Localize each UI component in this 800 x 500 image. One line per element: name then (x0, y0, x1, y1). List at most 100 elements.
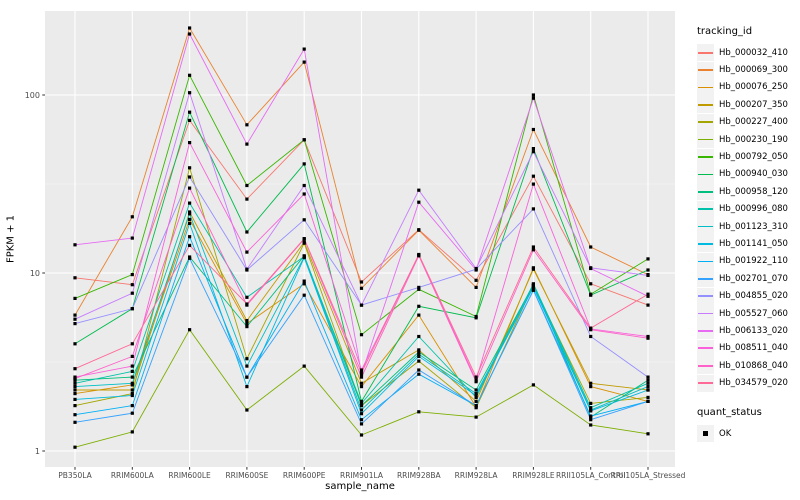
legend-key-swatch (697, 131, 714, 149)
data-point-marker (589, 326, 593, 330)
data-point-marker (589, 409, 593, 413)
x-tick-label: RRIM600SE (225, 471, 268, 480)
data-point-marker (188, 32, 192, 36)
data-point-marker (73, 367, 77, 371)
data-point-marker (359, 368, 364, 372)
data-point-marker (589, 414, 593, 418)
legend-item: Hb_001141_050 (697, 235, 788, 253)
legend-item: Hb_000996_080 (697, 200, 788, 218)
data-point-marker (417, 368, 421, 372)
panel-background (45, 11, 675, 467)
legend-key-swatch (697, 183, 714, 201)
data-point-marker (245, 142, 249, 146)
data-point-marker (245, 197, 249, 201)
legend-key-line-icon (698, 86, 713, 89)
data-point-marker (188, 186, 192, 190)
data-point-marker (531, 284, 535, 288)
legend-item-label: OK (719, 428, 732, 439)
legend-item-label: Hb_008511_040 (719, 343, 788, 354)
data-point-marker (531, 207, 535, 211)
data-point-marker (73, 377, 77, 381)
data-point-marker (245, 302, 249, 306)
data-point-marker (531, 150, 535, 154)
legend-item: Hb_010868_040 (697, 357, 788, 375)
x-tick-label: PB350LA (58, 471, 92, 480)
legend-item: Hb_001922_110 (697, 252, 788, 270)
data-point-marker (130, 364, 134, 368)
legend-item-label: Hb_002701_070 (719, 273, 788, 284)
data-point-marker (531, 174, 535, 178)
data-point-marker (73, 381, 77, 385)
data-point-marker (302, 279, 306, 283)
data-point-marker (245, 267, 249, 271)
x-tick-label: RRIM928LA (455, 471, 499, 480)
legend-key-line-icon (698, 277, 713, 280)
data-point-marker (130, 375, 134, 379)
legend-item-label: Hb_034579_020 (719, 378, 788, 389)
legend-key-swatch (697, 357, 714, 375)
legend-key-line-icon (698, 190, 713, 193)
x-tick-label: RRIM928LE (512, 471, 555, 480)
legend-key-line-icon (698, 156, 713, 158)
data-point-marker (302, 192, 306, 196)
data-point-marker (302, 256, 306, 260)
data-point-marker (130, 411, 134, 415)
legend-item: Hb_000958_120 (697, 183, 788, 201)
data-point-marker (73, 385, 77, 389)
data-point-marker (359, 412, 364, 416)
data-point-marker (188, 91, 192, 95)
data-point-marker (73, 296, 77, 300)
data-point-marker (130, 283, 134, 287)
data-point-marker (130, 430, 134, 434)
data-point-marker (188, 118, 192, 122)
data-point-marker (359, 371, 364, 375)
data-point-marker (359, 385, 364, 389)
legend-item-label: Hb_000076_250 (719, 82, 788, 93)
data-point-marker (245, 375, 249, 379)
data-point-marker (589, 293, 593, 297)
data-point-marker (359, 333, 364, 337)
data-point-marker (646, 334, 650, 339)
data-point-marker (474, 316, 478, 320)
data-point-marker (130, 307, 134, 311)
data-point-marker (359, 418, 364, 422)
legend-item: Hb_006133_020 (697, 322, 788, 340)
y-tick-label: 10 (30, 269, 40, 278)
legend-key-swatch (697, 374, 714, 392)
legend-key-swatch (697, 305, 714, 323)
data-point-marker (188, 73, 192, 77)
legend-item: Hb_000032_410 (697, 44, 788, 62)
data-point-marker (646, 381, 650, 385)
legend-key-swatch (697, 218, 714, 236)
data-point-marker (130, 291, 134, 295)
data-point-marker (73, 420, 77, 424)
data-point-marker (188, 166, 192, 170)
data-point-marker (531, 383, 535, 387)
x-tick-label: RRIM600LE (168, 471, 211, 480)
data-point-marker (359, 399, 364, 403)
x-tick-label: RRIM600PE (283, 471, 326, 480)
legend-key-swatch (697, 113, 714, 131)
legend-key-line-icon (698, 225, 713, 228)
y-tick-label: 1 (35, 447, 40, 456)
legend-item: Hb_000940_030 (697, 165, 788, 183)
data-point-marker (302, 162, 306, 166)
data-point-marker (302, 293, 306, 297)
legend-key-swatch (697, 200, 714, 218)
data-point-marker (531, 282, 535, 286)
y-axis-title: FPKM + 1 (5, 214, 17, 264)
data-point-marker (188, 210, 192, 214)
data-point-marker (302, 138, 306, 142)
data-point-marker (359, 401, 364, 405)
legend-item: Hb_001123_310 (697, 218, 788, 236)
data-point-marker (188, 243, 192, 247)
data-point-marker (474, 404, 478, 408)
data-point-marker (531, 93, 535, 97)
legend-key-swatch (697, 61, 714, 79)
data-point-marker (245, 319, 249, 323)
data-point-marker (417, 313, 421, 317)
legend-item-label: Hb_000940_030 (719, 169, 788, 180)
data-point-marker (359, 375, 364, 379)
data-point-marker (589, 423, 593, 427)
data-point-marker (73, 313, 77, 317)
